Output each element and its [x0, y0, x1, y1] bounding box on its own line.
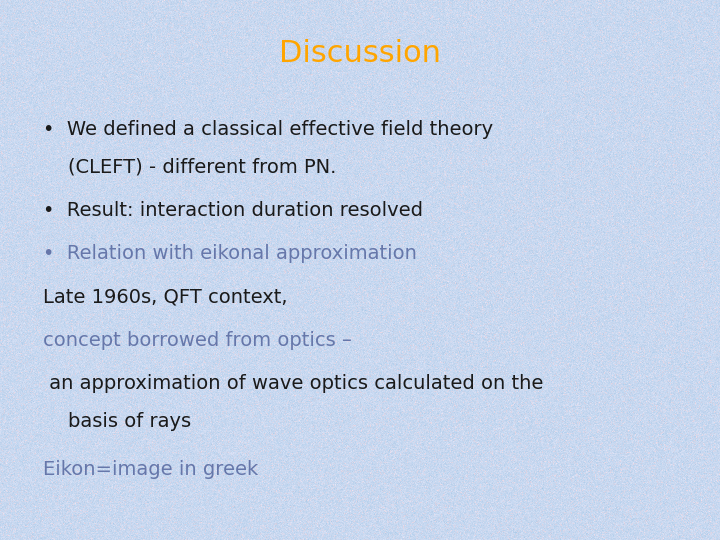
Text: an approximation of wave optics calculated on the: an approximation of wave optics calculat… — [43, 374, 544, 393]
Text: Discussion: Discussion — [279, 39, 441, 69]
Text: Late 1960s, QFT context,: Late 1960s, QFT context, — [43, 287, 288, 307]
Text: •  Result: interaction duration resolved: • Result: interaction duration resolved — [43, 201, 423, 220]
Text: (CLEFT) - different from PN.: (CLEFT) - different from PN. — [43, 158, 336, 177]
Text: •  We defined a classical effective field theory: • We defined a classical effective field… — [43, 120, 493, 139]
Text: basis of rays: basis of rays — [43, 411, 192, 431]
Text: •  Relation with eikonal approximation: • Relation with eikonal approximation — [43, 244, 417, 264]
Text: concept borrowed from optics –: concept borrowed from optics – — [43, 330, 352, 350]
Text: Eikon=image in greek: Eikon=image in greek — [43, 460, 258, 480]
